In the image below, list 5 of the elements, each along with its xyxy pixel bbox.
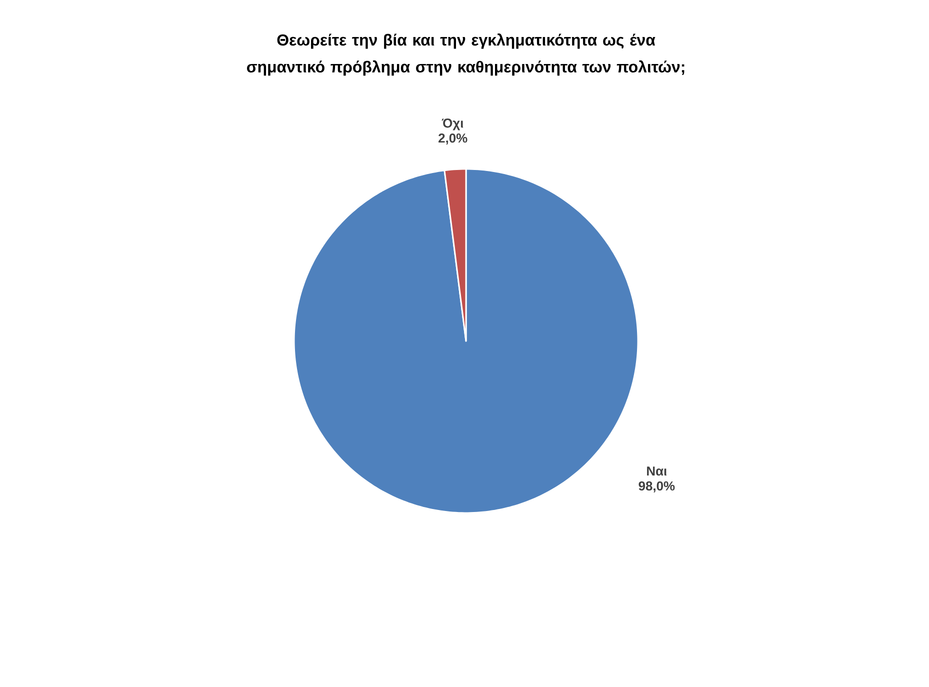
chart-title: Θεωρείτε την βία και την εγκληματικότητα ως ένα σημαντικό πρόβλημα στην καθημερινότητα των πολιτών; xyxy=(246,34,684,76)
slice-label: Όχι xyxy=(442,118,464,130)
slice-label: Ναι xyxy=(647,466,667,476)
data-label: 2,0% xyxy=(438,134,468,145)
data-label: 98,0% xyxy=(638,481,675,492)
